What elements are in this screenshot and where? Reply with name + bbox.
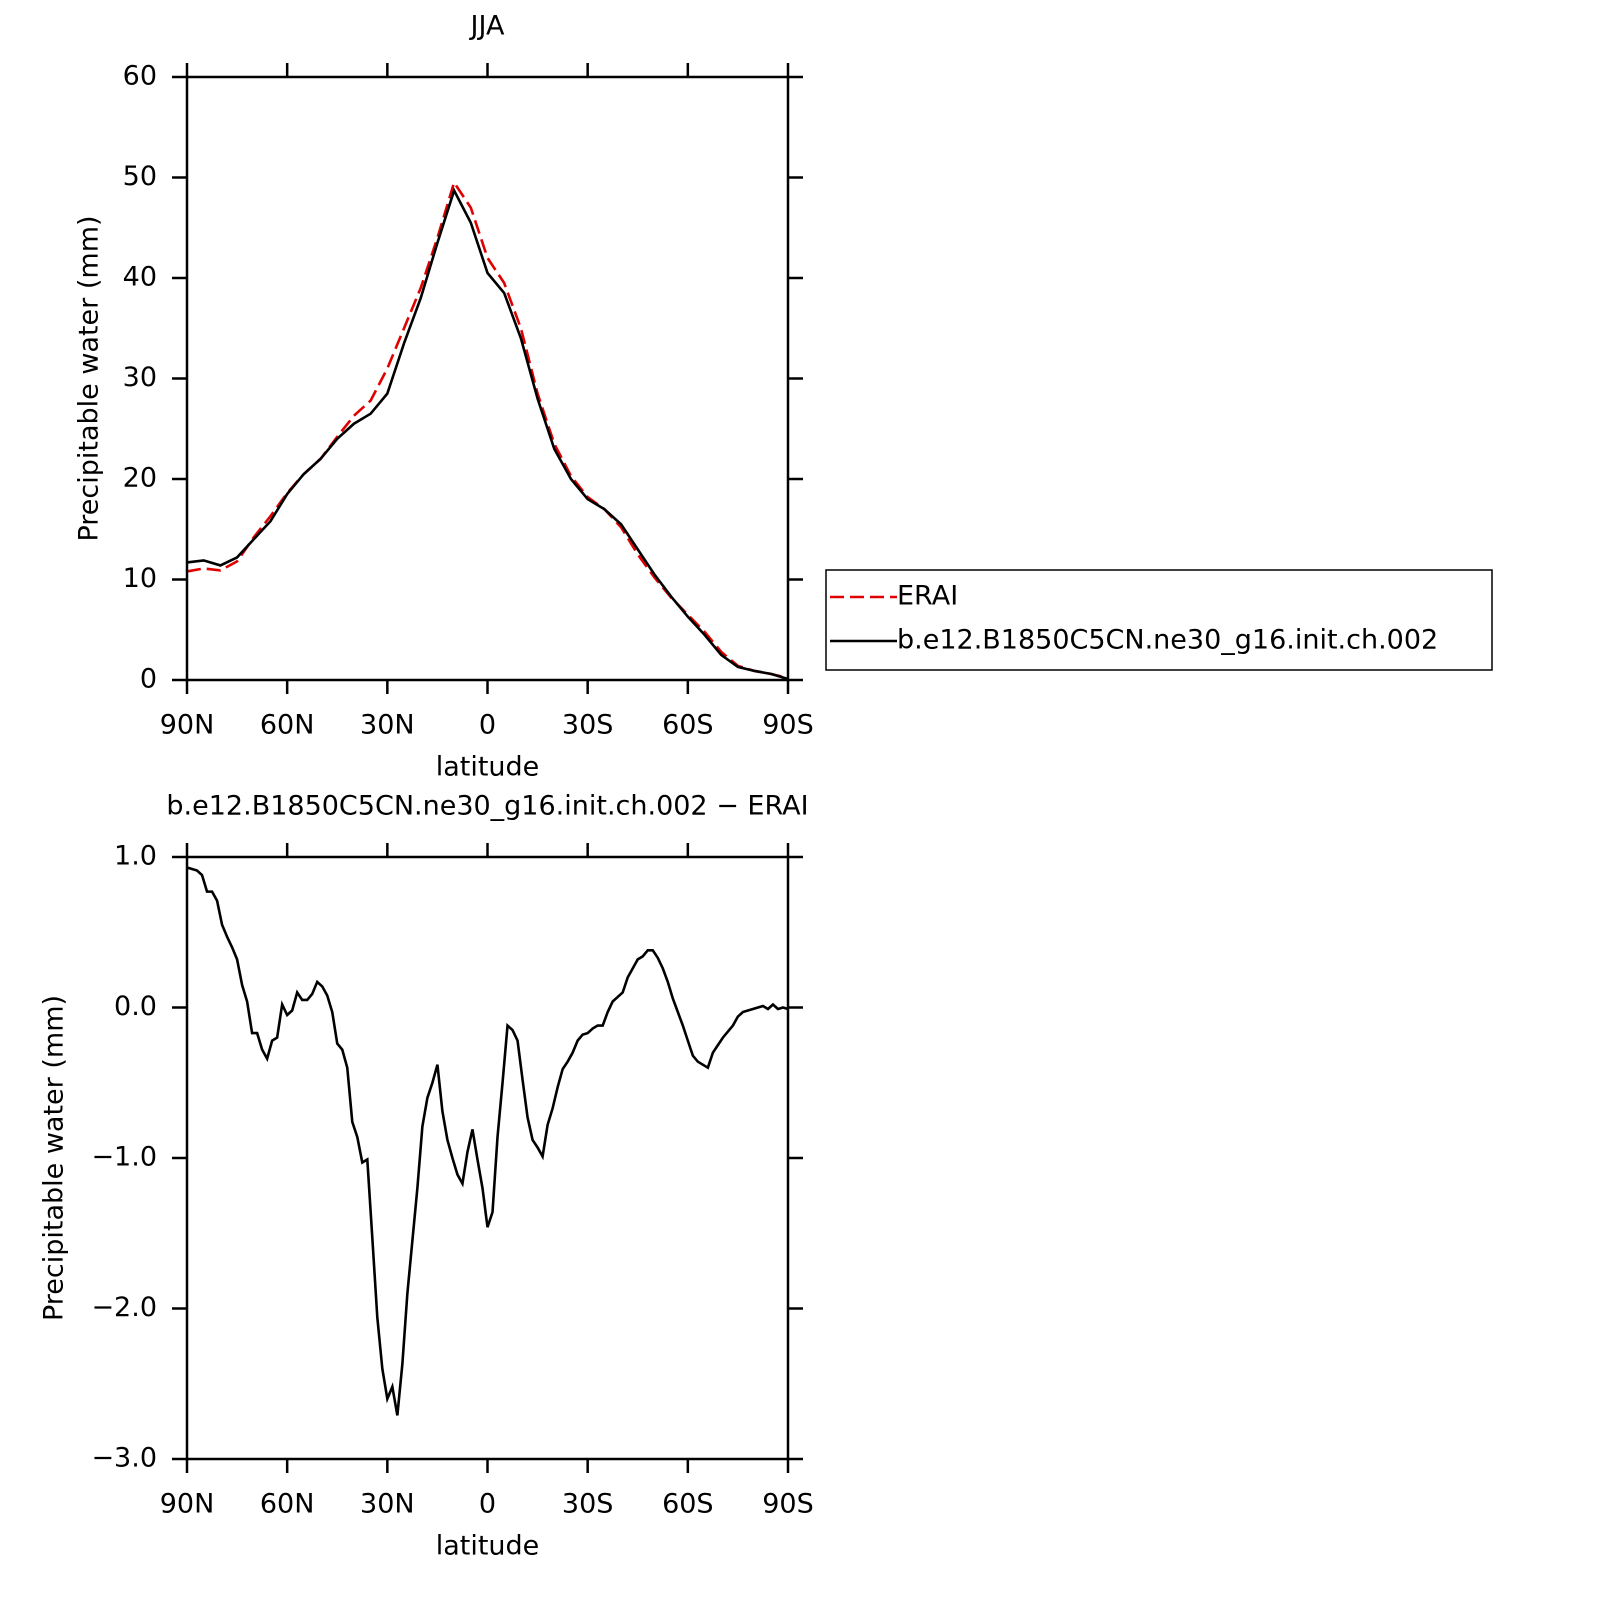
x-tick-label: 30S	[562, 1489, 614, 1520]
y-tick-label: 0.0	[114, 991, 157, 1022]
x-tick-label: 60S	[662, 1489, 714, 1520]
chart-title: JJA	[469, 11, 505, 42]
plot-frame	[185, 855, 790, 1461]
y-axis-label: Precipitable water (mm)	[74, 215, 105, 541]
y-tick-label: 30	[123, 362, 157, 393]
y-tick-label: −3.0	[91, 1443, 157, 1474]
x-tick-label: 0	[479, 710, 496, 741]
y-tick-label: 1.0	[114, 841, 157, 872]
y-tick-label: 40	[123, 262, 157, 293]
x-tick-label: 60N	[260, 710, 315, 741]
y-tick-label: 50	[123, 161, 157, 192]
x-axis-label: latitude	[436, 1531, 540, 1562]
legend-label: ERAI	[897, 581, 958, 612]
y-tick-label: 60	[123, 61, 157, 92]
y-tick-label: 10	[123, 563, 157, 594]
legend-label: b.e12.B1850C5CN.ne30_g16.init.ch.002	[897, 625, 1438, 656]
x-axis-label: latitude	[436, 752, 540, 783]
data-line	[186, 866, 789, 1416]
y-tick-label: −2.0	[91, 1292, 157, 1323]
plot-frame	[185, 75, 790, 682]
y-axis-label: Precipitable water (mm)	[39, 995, 70, 1321]
data-line	[186, 179, 789, 680]
x-tick-label: 90N	[160, 1489, 215, 1520]
data-line	[186, 187, 789, 681]
x-tick-label: 90N	[160, 710, 215, 741]
x-tick-label: 90S	[762, 1489, 814, 1520]
y-tick-label: 20	[123, 463, 157, 494]
x-tick-label: 90S	[762, 710, 814, 741]
x-tick-label: 30N	[360, 1489, 415, 1520]
chart-title: b.e12.B1850C5CN.ne30_g16.init.ch.002 − E…	[166, 791, 808, 822]
x-tick-label: 30N	[360, 710, 415, 741]
y-tick-label: 0	[140, 664, 157, 695]
y-tick-label: −1.0	[91, 1142, 157, 1173]
legend-box	[825, 569, 1493, 671]
x-tick-label: 0	[479, 1489, 496, 1520]
x-tick-label: 30S	[562, 710, 614, 741]
x-tick-label: 60N	[260, 1489, 315, 1520]
x-tick-label: 60S	[662, 710, 714, 741]
